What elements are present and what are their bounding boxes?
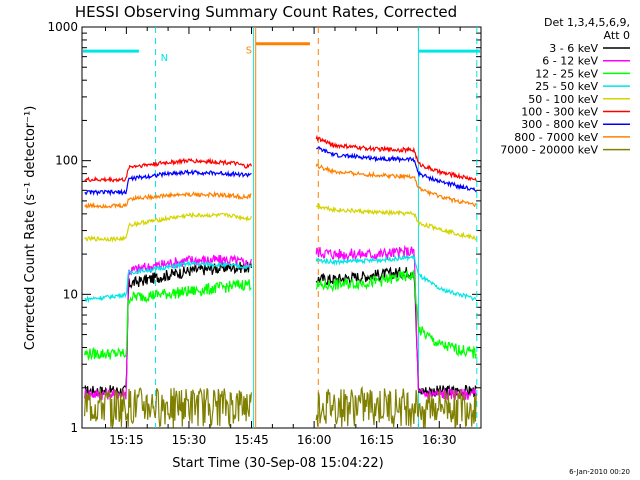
- series-line: [84, 157, 252, 183]
- y-tick-label: 10: [63, 287, 78, 301]
- legend-label: 800 - 7000 keV: [514, 131, 598, 144]
- x-axis: 15:15 15:30 15:45 16:00 16:15 16:30: [105, 27, 461, 447]
- legend-label: 3 - 6 keV: [549, 42, 598, 55]
- x-tick-label: 16:15: [359, 433, 394, 447]
- series-line: [84, 259, 252, 304]
- series-line: [84, 190, 252, 210]
- series-layer: [84, 134, 477, 428]
- annotation-label: N: [161, 53, 168, 64]
- series-line: [315, 244, 477, 401]
- y-tick-label: 100: [55, 154, 78, 168]
- attenuator-annotations: NS: [83, 27, 480, 428]
- series-line: [315, 253, 477, 301]
- series-line: [316, 146, 477, 193]
- series-line: [84, 168, 252, 197]
- legend-label: 25 - 50 keV: [535, 80, 598, 93]
- y-axis: 1 10 100 1000: [47, 20, 481, 435]
- series-line: [315, 163, 477, 208]
- legend-label: 12 - 25 keV: [535, 67, 598, 80]
- x-tick-label: 16:00: [297, 433, 332, 447]
- x-tick-label: 15:45: [234, 433, 269, 447]
- x-tick-label: 16:30: [422, 433, 457, 447]
- series-line: [84, 278, 252, 362]
- x-tick-label: 15:30: [172, 433, 207, 447]
- y-tick-label: 1000: [47, 20, 78, 34]
- legend-label: 100 - 300 keV: [521, 106, 598, 119]
- series-line: [315, 134, 477, 182]
- x-axis-label: Start Time (30-Sep-08 15:04:22): [172, 456, 383, 471]
- series-line: [315, 266, 477, 398]
- footer-date: 6-Jan-2010 00:20: [569, 468, 630, 476]
- y-tick-label: 1: [70, 421, 78, 435]
- x-tick-label: 15:15: [109, 433, 144, 447]
- legend-label: 7000 - 20000 keV: [500, 144, 598, 157]
- series-line: [84, 211, 252, 243]
- series-line: [84, 259, 252, 399]
- legend-header-line-2: Att 0: [604, 29, 630, 42]
- y-axis-label: Corrected Count Rate (s⁻¹ detector⁻¹): [23, 106, 38, 351]
- series-line: [315, 385, 477, 428]
- series-line: [84, 387, 252, 428]
- annotation-label: S: [246, 46, 252, 57]
- series-line: [315, 203, 477, 241]
- chart-title: HESSI Observing Summary Count Rates, Cor…: [75, 3, 457, 21]
- plot-frame: [81, 26, 482, 429]
- legend-label: 50 - 100 keV: [528, 93, 598, 106]
- legend-header-line-1: Det 1,3,4,5,6,9,: [544, 16, 630, 29]
- legend-label: 300 - 800 keV: [521, 118, 598, 131]
- series-line: [84, 254, 252, 401]
- series-line: [315, 269, 477, 359]
- legend-label: 6 - 12 keV: [542, 55, 598, 68]
